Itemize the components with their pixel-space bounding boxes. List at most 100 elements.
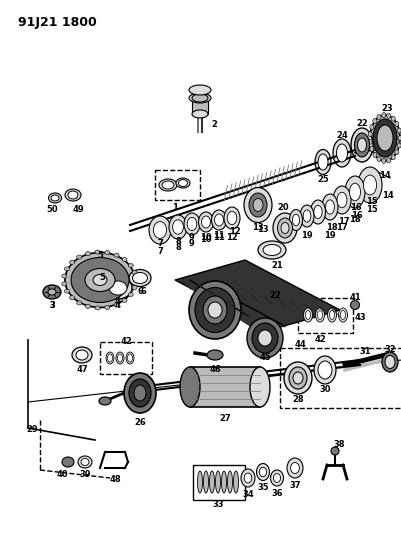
Text: 48: 48 [109, 475, 121, 484]
Ellipse shape [313, 356, 335, 384]
Ellipse shape [132, 270, 137, 274]
Ellipse shape [283, 362, 311, 394]
Text: 30: 30 [318, 385, 330, 394]
Ellipse shape [381, 112, 385, 118]
Ellipse shape [209, 471, 214, 493]
Ellipse shape [85, 269, 115, 292]
Ellipse shape [292, 214, 299, 226]
Ellipse shape [227, 471, 232, 493]
Ellipse shape [233, 471, 238, 493]
Text: 35: 35 [257, 483, 268, 492]
Ellipse shape [338, 308, 346, 322]
Ellipse shape [251, 323, 277, 353]
Text: 19: 19 [323, 230, 335, 239]
Ellipse shape [317, 311, 322, 319]
Text: 3: 3 [49, 301, 55, 310]
Ellipse shape [77, 301, 81, 305]
Text: 12: 12 [225, 232, 237, 241]
Text: 8: 8 [175, 237, 180, 246]
Ellipse shape [192, 94, 207, 102]
Ellipse shape [314, 149, 330, 174]
Ellipse shape [292, 372, 302, 384]
Ellipse shape [85, 304, 90, 309]
Ellipse shape [272, 213, 296, 243]
Text: 42: 42 [120, 337, 132, 346]
Ellipse shape [104, 277, 132, 299]
Text: 17: 17 [335, 223, 347, 232]
Ellipse shape [372, 152, 376, 157]
Ellipse shape [132, 272, 147, 284]
Ellipse shape [299, 205, 313, 227]
Ellipse shape [188, 281, 241, 339]
Ellipse shape [396, 143, 400, 148]
Text: 20: 20 [277, 204, 288, 213]
Text: 16: 16 [349, 204, 361, 213]
Ellipse shape [72, 347, 92, 363]
Ellipse shape [227, 212, 236, 224]
Text: 31: 31 [358, 348, 370, 357]
Ellipse shape [394, 122, 398, 126]
Ellipse shape [332, 139, 350, 167]
Ellipse shape [62, 282, 67, 286]
Ellipse shape [117, 354, 122, 362]
Ellipse shape [354, 133, 369, 157]
Ellipse shape [221, 471, 226, 493]
Ellipse shape [122, 298, 127, 302]
Ellipse shape [390, 155, 394, 160]
Text: 22: 22 [268, 290, 280, 300]
Ellipse shape [280, 222, 288, 233]
Text: 26: 26 [134, 418, 146, 427]
Ellipse shape [128, 293, 133, 296]
Ellipse shape [376, 157, 380, 161]
Text: 7: 7 [157, 247, 162, 256]
Ellipse shape [313, 205, 321, 219]
Ellipse shape [369, 147, 373, 151]
Text: 46: 46 [209, 366, 220, 375]
Ellipse shape [286, 458, 302, 478]
Ellipse shape [305, 311, 310, 319]
Text: 16: 16 [350, 211, 362, 220]
Ellipse shape [128, 263, 133, 268]
Ellipse shape [198, 212, 213, 232]
Ellipse shape [344, 176, 364, 208]
Ellipse shape [69, 260, 75, 264]
Ellipse shape [248, 193, 266, 217]
Ellipse shape [386, 113, 390, 118]
Ellipse shape [332, 186, 350, 214]
Text: 36: 36 [271, 489, 282, 498]
Text: 11: 11 [213, 230, 224, 239]
Ellipse shape [372, 118, 376, 124]
Ellipse shape [214, 214, 223, 226]
Text: 49: 49 [72, 206, 83, 214]
Ellipse shape [257, 330, 271, 346]
Ellipse shape [315, 308, 324, 322]
Ellipse shape [62, 274, 67, 278]
Ellipse shape [367, 139, 371, 144]
Text: 39: 39 [79, 471, 91, 480]
Ellipse shape [85, 252, 90, 256]
Ellipse shape [243, 188, 271, 222]
Ellipse shape [48, 289, 56, 295]
Ellipse shape [350, 301, 358, 310]
Text: 34: 34 [241, 490, 253, 499]
Polygon shape [174, 260, 339, 330]
Text: 9: 9 [188, 238, 194, 247]
Ellipse shape [372, 119, 396, 157]
Text: 50: 50 [46, 206, 58, 214]
Bar [100, 342, 152, 374]
Ellipse shape [277, 218, 292, 238]
Text: 4: 4 [115, 297, 121, 306]
Ellipse shape [187, 217, 196, 231]
Ellipse shape [252, 198, 262, 212]
Ellipse shape [168, 215, 186, 239]
Ellipse shape [367, 132, 371, 136]
Ellipse shape [192, 110, 207, 118]
Text: 3: 3 [49, 301, 55, 310]
Ellipse shape [243, 473, 251, 483]
Ellipse shape [159, 179, 176, 191]
Text: 18: 18 [325, 222, 337, 231]
Ellipse shape [106, 352, 114, 364]
Ellipse shape [149, 216, 170, 244]
Ellipse shape [129, 379, 151, 407]
Text: 14: 14 [378, 171, 390, 180]
